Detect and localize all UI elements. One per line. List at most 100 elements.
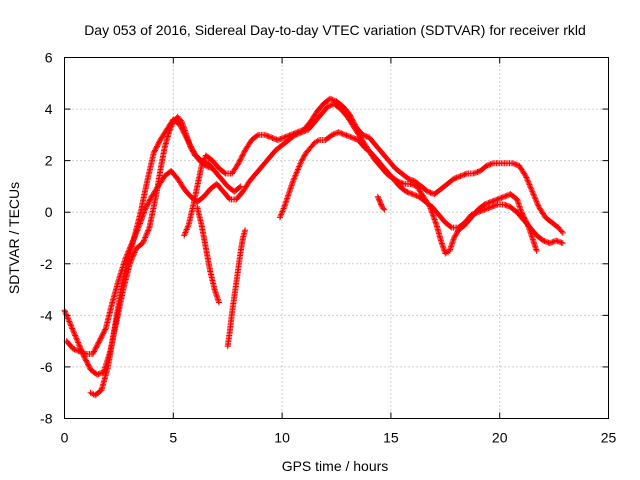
data-point bbox=[497, 195, 504, 202]
data-point bbox=[406, 176, 413, 183]
data-point bbox=[179, 126, 186, 133]
data-point bbox=[523, 219, 530, 226]
data-point bbox=[130, 235, 137, 242]
data-point bbox=[91, 347, 98, 354]
data-point bbox=[362, 132, 369, 139]
data-point bbox=[186, 140, 193, 147]
data-point bbox=[535, 202, 542, 209]
data-point bbox=[482, 206, 489, 213]
data-point bbox=[199, 159, 206, 166]
data-point bbox=[522, 216, 529, 223]
data-point bbox=[264, 132, 271, 139]
data-point bbox=[152, 146, 159, 153]
data-point bbox=[521, 171, 528, 178]
data-point bbox=[185, 139, 192, 146]
data-point bbox=[405, 189, 412, 196]
data-point bbox=[559, 229, 566, 236]
data-point bbox=[268, 134, 275, 141]
data-point bbox=[330, 131, 337, 138]
data-point bbox=[428, 206, 435, 213]
data-point bbox=[65, 317, 72, 324]
data-point bbox=[86, 363, 93, 370]
data-point bbox=[83, 358, 90, 365]
data-point bbox=[294, 129, 301, 136]
data-point bbox=[141, 235, 148, 242]
data-point bbox=[76, 342, 83, 349]
data-point bbox=[484, 162, 491, 169]
data-point bbox=[277, 212, 284, 219]
data-point bbox=[528, 187, 535, 194]
data-point bbox=[491, 202, 498, 209]
data-point bbox=[145, 200, 152, 207]
data-point bbox=[534, 199, 541, 206]
data-point bbox=[534, 201, 541, 208]
data-point bbox=[75, 339, 82, 346]
data-point bbox=[238, 155, 245, 162]
data-point bbox=[457, 173, 464, 180]
data-point bbox=[502, 201, 509, 208]
data-point bbox=[338, 130, 345, 137]
data-point bbox=[380, 205, 387, 212]
data-point bbox=[187, 143, 194, 150]
data-point bbox=[452, 232, 459, 239]
data-point bbox=[447, 223, 454, 230]
data-point bbox=[177, 122, 184, 129]
data-point bbox=[62, 308, 69, 315]
data-point bbox=[484, 205, 491, 212]
data-point bbox=[128, 241, 135, 248]
data-point bbox=[98, 370, 105, 377]
data-point bbox=[451, 175, 458, 182]
data-point bbox=[395, 178, 402, 185]
data-point bbox=[140, 212, 147, 219]
data-point bbox=[147, 195, 154, 202]
data-point bbox=[327, 102, 334, 109]
data-point bbox=[143, 230, 150, 237]
data-point bbox=[182, 229, 189, 236]
data-point bbox=[407, 190, 414, 197]
data-point bbox=[335, 129, 342, 136]
data-point bbox=[494, 196, 501, 203]
data-point bbox=[281, 134, 288, 141]
data-point bbox=[398, 179, 405, 186]
data-point bbox=[98, 334, 105, 341]
data-point bbox=[235, 160, 242, 167]
data-point bbox=[429, 210, 436, 217]
data-point bbox=[277, 135, 284, 142]
data-point bbox=[544, 239, 551, 246]
data-point bbox=[145, 198, 152, 205]
data-point bbox=[331, 130, 338, 137]
data-point bbox=[518, 209, 525, 216]
data-point bbox=[549, 239, 556, 246]
data-point bbox=[78, 348, 85, 355]
series-arc-6 bbox=[224, 227, 249, 350]
data-point bbox=[432, 217, 439, 224]
data-point bbox=[95, 340, 102, 347]
data-point bbox=[131, 233, 138, 240]
data-point bbox=[154, 142, 161, 149]
data-point bbox=[254, 132, 261, 139]
y-tick-label: 4 bbox=[45, 101, 53, 117]
data-point bbox=[558, 228, 565, 235]
data-point bbox=[432, 219, 439, 226]
data-point bbox=[350, 118, 357, 125]
data-point bbox=[519, 210, 526, 217]
data-point bbox=[526, 182, 533, 189]
data-point bbox=[201, 156, 208, 163]
data-point bbox=[511, 160, 518, 167]
data-point bbox=[431, 216, 438, 223]
data-point bbox=[97, 335, 104, 342]
data-point bbox=[453, 231, 460, 238]
data-point bbox=[74, 347, 81, 354]
data-point bbox=[347, 113, 354, 120]
data-point bbox=[342, 131, 349, 138]
data-point bbox=[126, 245, 133, 252]
data-point bbox=[141, 209, 148, 216]
data-point bbox=[451, 233, 458, 240]
data-point bbox=[270, 135, 277, 142]
data-point bbox=[206, 164, 213, 171]
data-point bbox=[237, 183, 244, 190]
data-point bbox=[461, 171, 468, 178]
data-point bbox=[346, 111, 353, 118]
series-arc-3 bbox=[63, 100, 566, 358]
data-point bbox=[135, 223, 142, 230]
